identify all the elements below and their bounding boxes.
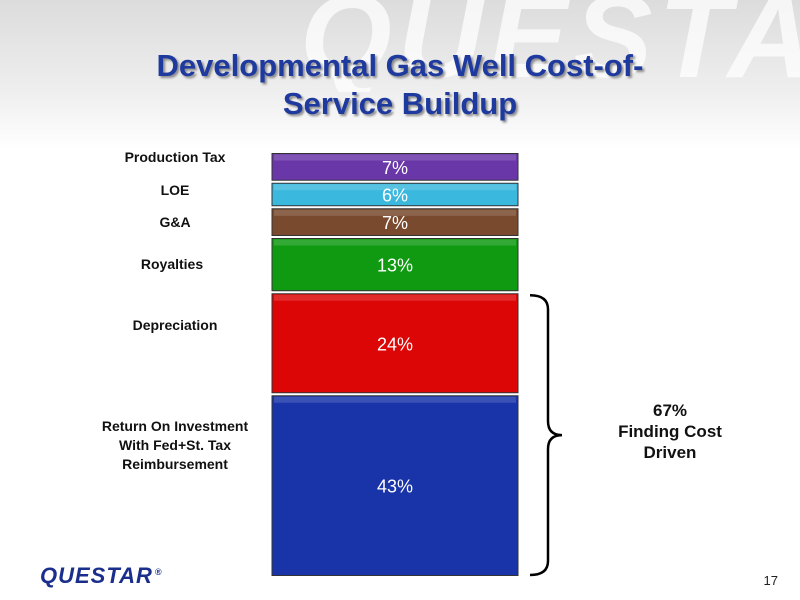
category-label-2-line-0: Royalties xyxy=(140,256,204,273)
bar-segment-5 xyxy=(271,153,519,181)
bar-segment-2 xyxy=(271,238,519,292)
category-label-5-line-0: Production Tax xyxy=(124,149,226,166)
category-label-0-line-2: Reimbursement xyxy=(122,456,228,473)
data-label-1: 24% xyxy=(377,334,413,354)
category-label-0: Return On Investment With Fed+St. Tax Reim… xyxy=(65,417,285,474)
category-label-0-line-0: Return On Investment xyxy=(101,418,249,435)
category-label-5: Production Tax xyxy=(65,148,285,167)
bar-segment-0 xyxy=(271,395,519,576)
bar-highlight-3 xyxy=(274,209,516,216)
registered-mark: ® xyxy=(154,566,163,577)
questar-watermark: QUESTAR xyxy=(300,0,800,92)
page-number: 17 xyxy=(763,573,778,588)
category-label-4-line-0: LOE xyxy=(160,182,190,198)
category-label-3-line-0: G&A xyxy=(159,213,191,230)
slide-title-line-1: Developmental Gas Well Cost-of- xyxy=(156,48,644,83)
annotation-line-3: Driven xyxy=(643,443,697,462)
annotation-line-2: Finding Cost xyxy=(618,422,722,441)
slide-title-line-2: Service Buildup xyxy=(282,86,518,121)
data-label-2: 13% xyxy=(377,256,413,276)
finding-cost-annotation: 67% Finding Cost Driven xyxy=(595,400,745,463)
bar-segment-3 xyxy=(271,208,519,236)
category-label-1: Depreciation xyxy=(65,316,285,335)
data-label-4: 6% xyxy=(382,186,408,206)
category-label-0-line-1: With Fed+St. Tax xyxy=(118,437,231,454)
data-label-0: 43% xyxy=(377,477,413,497)
category-label-4: LOE xyxy=(65,181,285,200)
bar-highlight-0 xyxy=(274,396,516,403)
bar-highlight-2 xyxy=(274,239,516,246)
category-label-1-line-0: Depreciation xyxy=(132,316,218,333)
annotation-percent: 67% xyxy=(652,401,688,420)
bar-segment-1 xyxy=(271,293,519,394)
bar-highlight-4 xyxy=(274,184,516,191)
questar-logo: QUESTAR ® xyxy=(40,563,163,589)
bar-highlight-1 xyxy=(274,294,516,301)
slide-title: Developmental Gas Well Cost-of- Service … xyxy=(40,47,760,123)
curly-brace xyxy=(529,294,563,577)
bar-segment-4 xyxy=(271,182,519,207)
category-label-3: G&A xyxy=(65,213,285,232)
data-label-5: 7% xyxy=(382,158,408,178)
category-label-2: Royalties xyxy=(62,255,282,274)
bar-highlight-5 xyxy=(274,154,516,161)
logo-text: QUESTAR xyxy=(40,563,153,588)
data-label-3: 7% xyxy=(382,213,408,233)
